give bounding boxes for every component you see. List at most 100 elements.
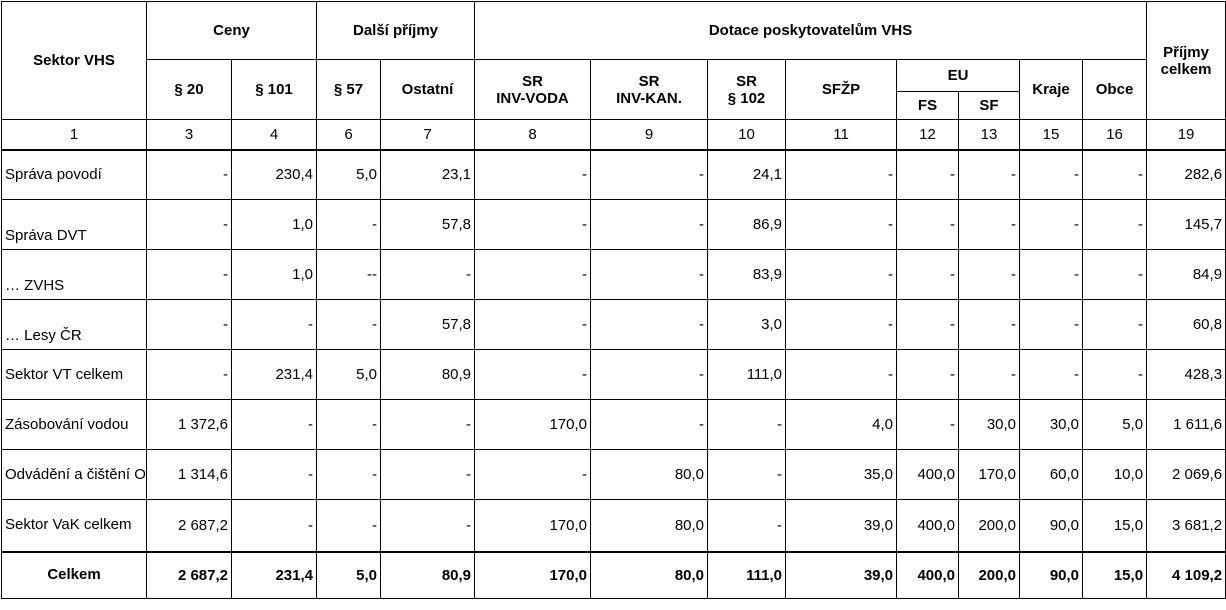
value-cell: 84,9 xyxy=(1146,249,1226,300)
value-cell: 428,3 xyxy=(1146,349,1226,400)
value-cell: - xyxy=(590,399,709,450)
value-cell: 400,0 xyxy=(896,449,960,500)
value-cell: - xyxy=(1082,349,1148,400)
index-row: 1 3 4 6 7 8 9 10 11 12 13 15 16 19 xyxy=(1,119,1226,151)
row-label: Celkem xyxy=(1,550,147,599)
value-cell: - xyxy=(1019,149,1084,200)
value-cell: 80,0 xyxy=(590,499,709,552)
value-cell: 35,0 xyxy=(785,449,898,500)
header-col-kraje: Kraje xyxy=(1019,59,1084,120)
value-cell: - xyxy=(896,399,960,450)
header-col-sr-inv-kan-line2: INV-KAN. xyxy=(616,89,682,107)
index-cell: 1 xyxy=(1,119,147,151)
value-cell: - xyxy=(146,249,232,300)
value-cell: - xyxy=(707,499,787,552)
value-cell: 5,0 xyxy=(316,349,381,400)
header-sector: Sektor VHS xyxy=(1,1,147,120)
value-cell: - xyxy=(379,499,476,552)
value-cell: 2 069,6 xyxy=(1146,449,1226,500)
value-cell: 170,0 xyxy=(474,399,592,450)
value-cell: 90,0 xyxy=(1019,550,1084,599)
value-cell: 170,0 xyxy=(958,449,1021,500)
value-cell: 39,0 xyxy=(785,550,898,599)
header-col-sr-inv-voda: SR INV-VODA xyxy=(474,59,592,120)
value-cell: 57,8 xyxy=(379,199,476,250)
value-cell: - xyxy=(1082,299,1148,350)
value-cell: 2 687,2 xyxy=(146,499,232,552)
header-group-dotace: Dotace poskytovatelům VHS xyxy=(474,1,1148,60)
value-cell: - xyxy=(785,199,898,250)
value-cell: - xyxy=(474,149,592,200)
value-cell: 400,0 xyxy=(896,550,960,599)
value-cell: 30,0 xyxy=(1019,399,1084,450)
value-cell: 200,0 xyxy=(958,499,1021,552)
value-cell: 400,0 xyxy=(896,499,960,552)
row-label: Správa povodí xyxy=(1,149,147,200)
value-cell: - xyxy=(1019,249,1084,300)
row-label: Sektor VT celkem xyxy=(1,349,147,400)
value-cell: 230,4 xyxy=(231,149,317,200)
row-label: Správa DVT xyxy=(1,199,147,250)
value-cell: - xyxy=(379,449,476,500)
value-cell: 60,8 xyxy=(1146,299,1226,350)
value-cell: - xyxy=(379,399,476,450)
value-cell: 2 687,2 xyxy=(146,550,232,599)
index-cell: 9 xyxy=(590,119,709,151)
header-col-obce: Obce xyxy=(1082,59,1148,120)
value-cell: 39,0 xyxy=(785,499,898,552)
value-cell: 231,4 xyxy=(231,550,317,599)
header-col-sr-inv-voda-line2: INV-VODA xyxy=(496,89,569,107)
value-cell: - xyxy=(896,149,960,200)
header-total: Příjmy celkem xyxy=(1146,1,1226,120)
value-cell: 80,9 xyxy=(379,349,476,400)
value-cell: - xyxy=(146,199,232,250)
value-cell: - xyxy=(474,349,592,400)
table-row: Sektor VT celkem -231,4 5,0 80,9- -111,0- - - -… xyxy=(1,349,1226,400)
header-col-sr-par102-line1: SR xyxy=(736,72,757,90)
table-row: … ZVHS -1,0 -- - - -83,9- - - - -84,9 xyxy=(1,249,1226,300)
value-cell: 1 314,6 xyxy=(146,449,232,500)
value-cell: 90,0 xyxy=(1019,499,1084,552)
value-cell: - xyxy=(958,199,1021,250)
value-cell: - xyxy=(590,349,709,400)
value-cell: 57,8 xyxy=(379,299,476,350)
row-label: Odvádění a čištění OV xyxy=(1,449,147,500)
value-cell: - xyxy=(231,499,317,552)
header-col-sr-par102: SR § 102 xyxy=(707,59,787,120)
header-col-sr-inv-voda-line1: SR xyxy=(522,72,543,90)
value-cell: 170,0 xyxy=(474,550,592,599)
index-cell: 12 xyxy=(896,119,960,151)
value-cell: - xyxy=(958,149,1021,200)
value-cell: - xyxy=(231,299,317,350)
index-cell: 16 xyxy=(1082,119,1148,151)
value-cell: 24,1 xyxy=(707,149,787,200)
table-row: Správa povodí -230,4 5,0 23,1- -24,1- - - - -282… xyxy=(1,149,1226,200)
header-col-fs: FS xyxy=(896,91,960,120)
header-total-line2: celkem xyxy=(1160,60,1212,78)
value-cell: - xyxy=(958,349,1021,400)
value-cell: - xyxy=(316,499,381,552)
table-row: Zásobování vodou 1 372,6- - -170,0- -4,0-30,… xyxy=(1,399,1226,450)
header-col-sfzp: SFŽP xyxy=(785,59,898,120)
value-cell: - xyxy=(958,249,1021,300)
value-cell: - xyxy=(896,349,960,400)
value-cell: 15,0 xyxy=(1082,499,1148,552)
header-col-sr-inv-kan-line1: SR xyxy=(638,72,660,90)
row-label: … ZVHS xyxy=(1,249,147,300)
value-cell: - xyxy=(379,249,476,300)
value-cell: - xyxy=(1019,199,1084,250)
index-cell: 15 xyxy=(1019,119,1084,151)
value-cell: - xyxy=(1082,199,1148,250)
index-cell: 11 xyxy=(785,119,898,151)
value-cell: 200,0 xyxy=(958,550,1021,599)
value-cell: - xyxy=(1019,299,1084,350)
value-cell: - xyxy=(590,149,709,200)
value-cell: - xyxy=(896,299,960,350)
index-cell: 13 xyxy=(958,119,1021,151)
value-cell: - xyxy=(146,149,232,200)
table-row: … Lesy ČR - - -57,8- -3,0- - - - -60,8 xyxy=(1,299,1226,350)
value-cell: - xyxy=(316,299,381,350)
value-cell: 60,0 xyxy=(1019,449,1084,500)
header-col-sr-par102-line2: § 102 xyxy=(727,89,766,107)
table-row: Odvádění a čištění OV 1 314,6- - - -80,0-35,… xyxy=(1,449,1226,500)
